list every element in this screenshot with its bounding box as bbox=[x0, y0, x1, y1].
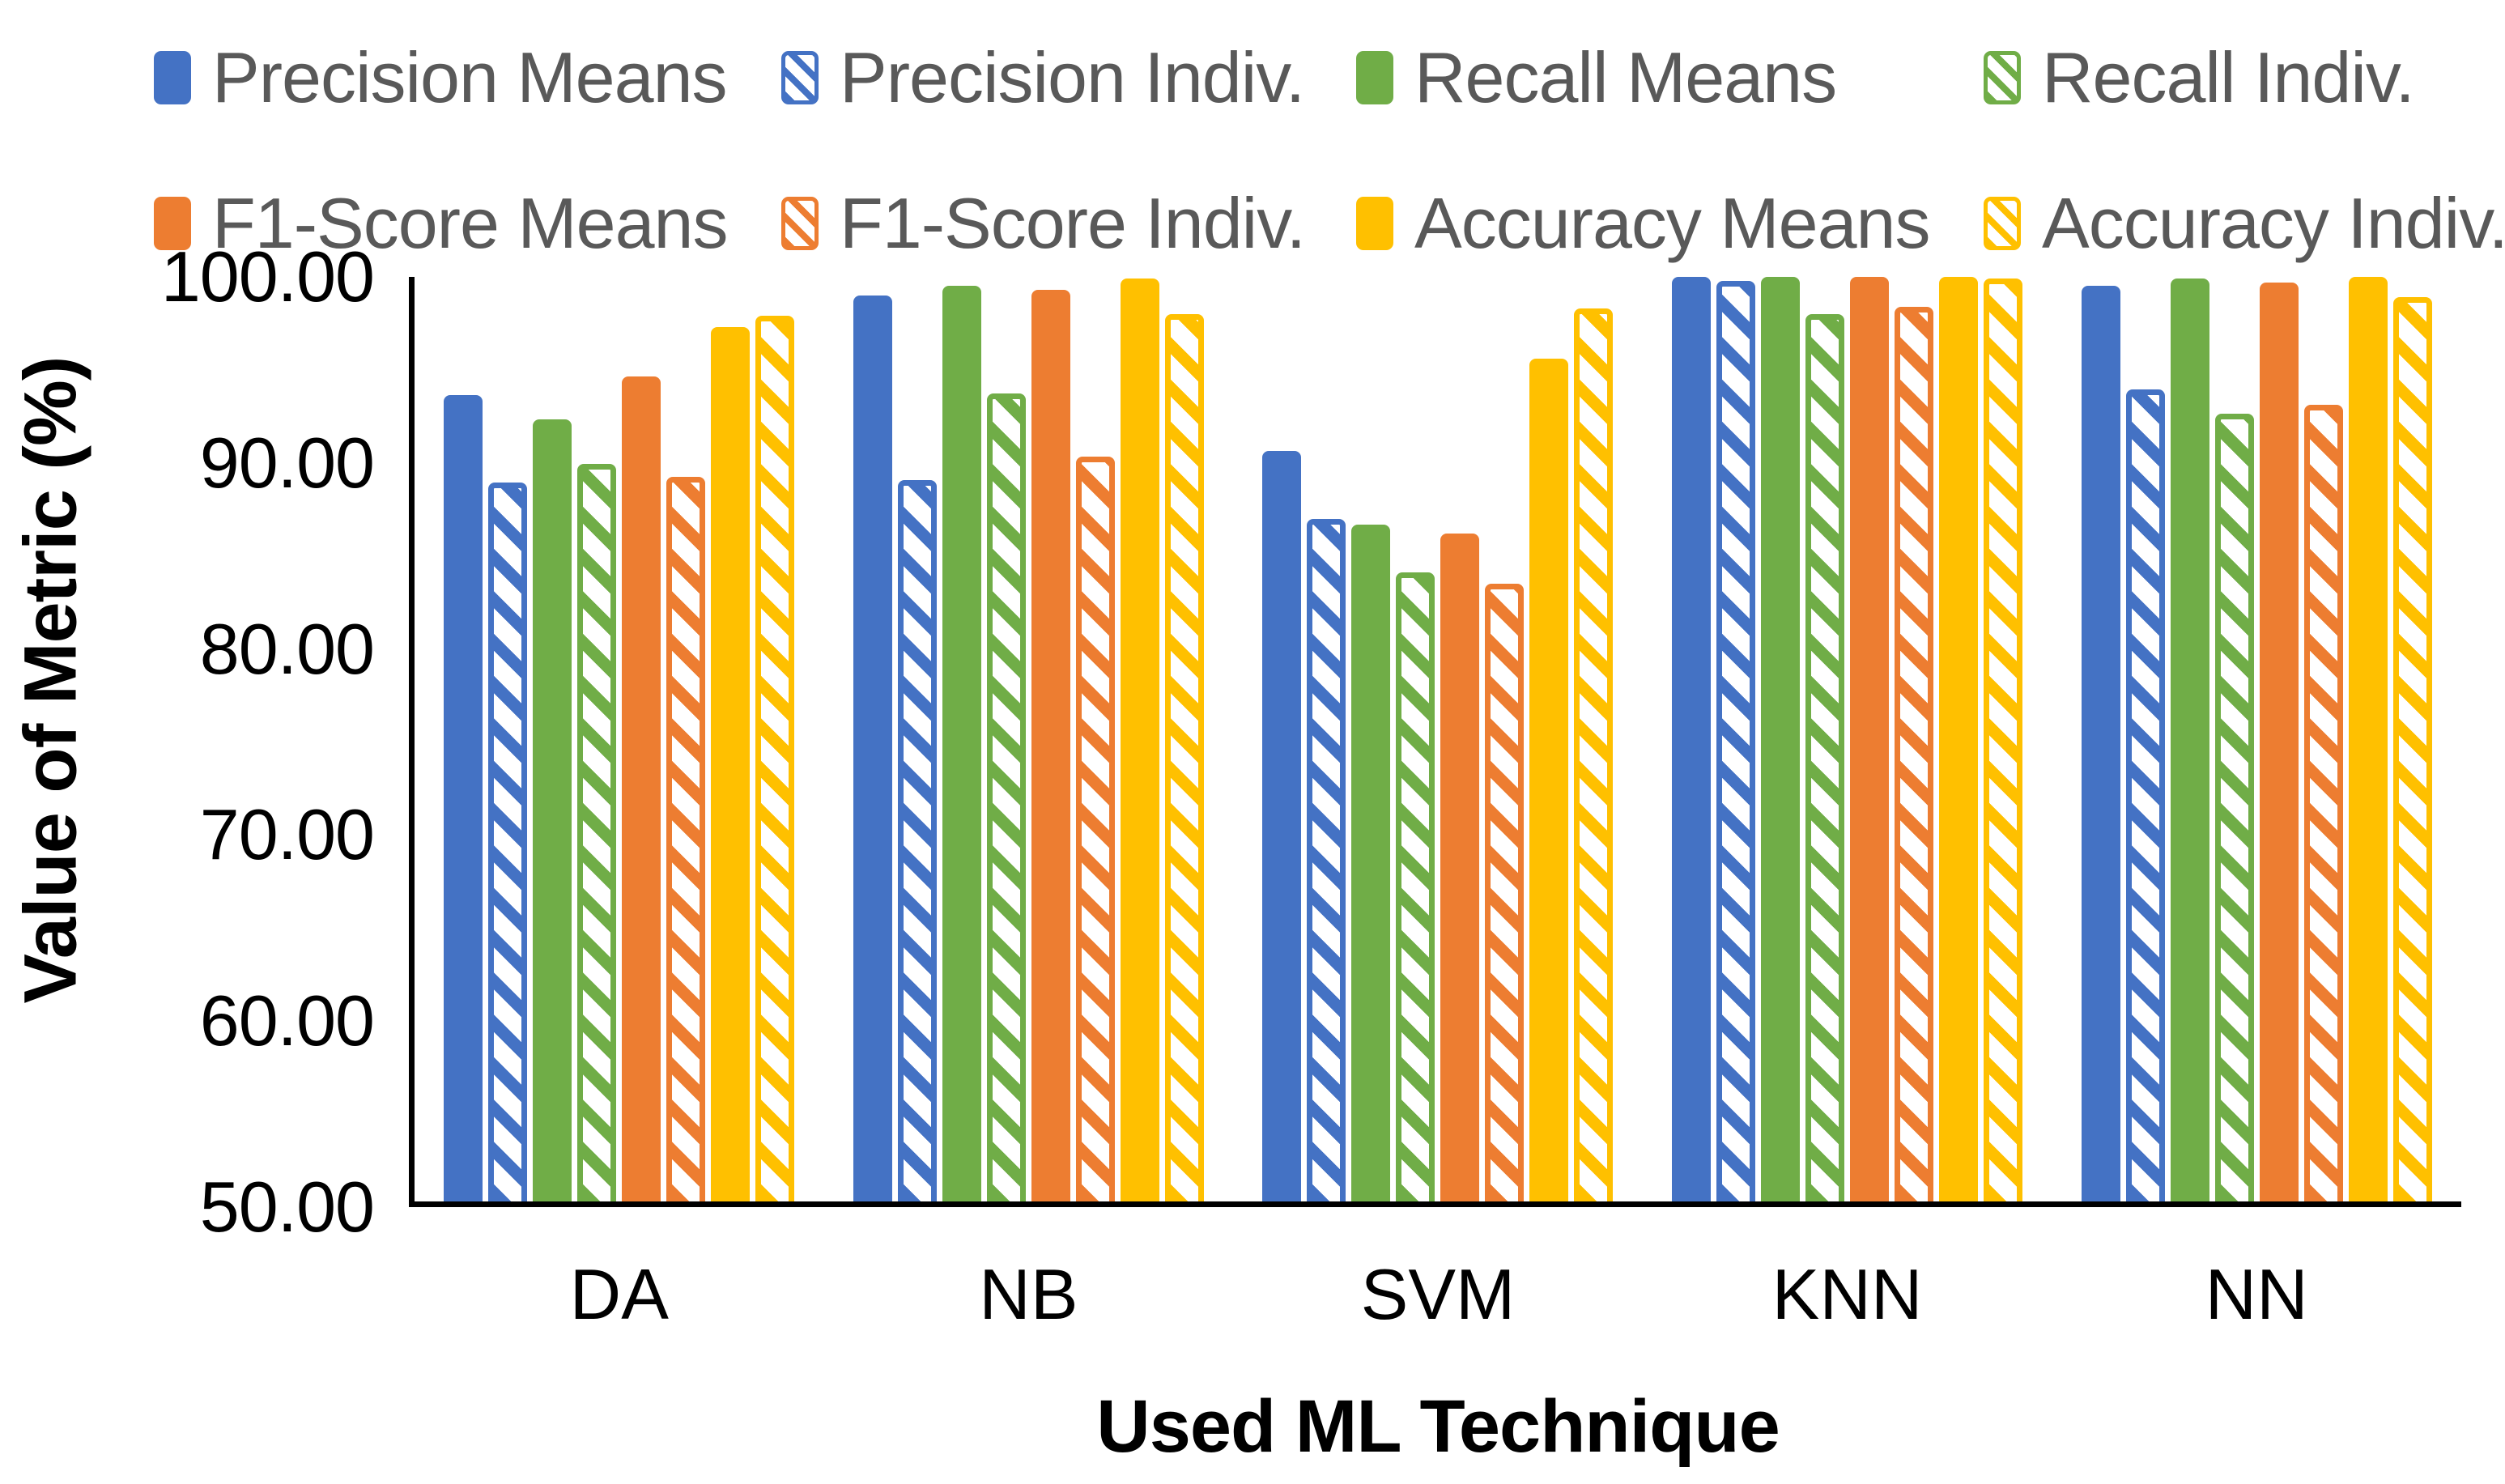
bar-svm-accuracy-means bbox=[1529, 358, 1569, 1201]
legend-swatch-icon bbox=[1356, 51, 1393, 104]
bar-nb-recall-indiv bbox=[986, 393, 1026, 1201]
bar-nn-recall-means bbox=[2170, 279, 2209, 1201]
bar-nb-accuracy-means bbox=[1120, 279, 1159, 1201]
x-axis-title: Used ML Technique bbox=[1096, 1385, 1780, 1468]
bar-group-nb bbox=[824, 277, 1234, 1201]
bar-group-svm bbox=[1233, 277, 1643, 1201]
y-tick-label: 90.00 bbox=[199, 422, 375, 503]
y-tick-label: 50.00 bbox=[199, 1167, 375, 1247]
legend-swatch-icon bbox=[1356, 197, 1393, 250]
legend-label: Accuracy Indiv. bbox=[2042, 183, 2505, 263]
x-category-label-nb: NB bbox=[979, 1254, 1078, 1334]
bar-nb-precision-indiv bbox=[897, 480, 937, 1201]
bar-group-knn bbox=[1643, 277, 2052, 1201]
bar-knn-f1-score-indiv bbox=[1895, 306, 1934, 1201]
legend-item-recall-indiv: Recall Indiv. bbox=[1984, 42, 2505, 113]
legend-item-f1-score-indiv: F1-Score Indiv. bbox=[781, 188, 1356, 259]
bar-da-precision-means bbox=[444, 395, 483, 1201]
bar-knn-recall-means bbox=[1761, 277, 1801, 1201]
legend-label: F1-Score Means bbox=[212, 183, 728, 263]
legend-label: Precision Indiv. bbox=[840, 37, 1305, 117]
legend-swatch-icon bbox=[154, 51, 191, 104]
bar-da-recall-means bbox=[533, 419, 572, 1201]
legend-swatch-icon bbox=[154, 197, 191, 250]
legend-swatch-icon bbox=[1984, 197, 2021, 250]
bar-svm-accuracy-indiv bbox=[1574, 308, 1614, 1201]
bar-nn-precision-means bbox=[2081, 286, 2120, 1201]
legend-swatch-icon bbox=[1984, 51, 2021, 104]
bar-nb-recall-means bbox=[942, 286, 981, 1201]
bar-da-accuracy-means bbox=[711, 326, 751, 1201]
legend-item-accuracy-indiv: Accuracy Indiv. bbox=[1984, 188, 2505, 259]
bar-nn-recall-indiv bbox=[2214, 414, 2254, 1201]
legend-swatch-icon bbox=[781, 197, 819, 250]
bar-knn-precision-means bbox=[1672, 277, 1712, 1201]
bar-nb-precision-means bbox=[853, 295, 892, 1201]
bar-svm-f1-score-indiv bbox=[1485, 584, 1525, 1201]
bar-knn-recall-indiv bbox=[1805, 313, 1845, 1201]
bar-nb-f1-score-means bbox=[1031, 290, 1070, 1201]
x-category-label-nn: NN bbox=[2205, 1254, 2308, 1334]
legend-label: Recall Indiv. bbox=[2042, 37, 2415, 117]
bar-knn-precision-indiv bbox=[1716, 280, 1756, 1201]
bar-nn-accuracy-indiv bbox=[2392, 297, 2432, 1201]
x-category-label-da: DA bbox=[569, 1254, 669, 1334]
bar-knn-accuracy-indiv bbox=[1984, 279, 2023, 1201]
legend-label: Precision Means bbox=[212, 37, 728, 117]
bar-svm-precision-indiv bbox=[1307, 519, 1346, 1201]
bar-svm-recall-indiv bbox=[1396, 572, 1435, 1201]
y-tick-label: 80.00 bbox=[199, 608, 375, 689]
legend-item-precision-indiv: Precision Indiv. bbox=[781, 42, 1356, 113]
bar-svm-recall-means bbox=[1351, 525, 1391, 1201]
legend-label: F1-Score Indiv. bbox=[840, 183, 1306, 263]
legend-label: Recall Means bbox=[1414, 37, 1837, 117]
x-category-label-svm: SVM bbox=[1360, 1254, 1516, 1334]
bar-group-da bbox=[415, 277, 824, 1201]
legend-swatch-icon bbox=[781, 51, 819, 104]
legend-label: Accuracy Means bbox=[1414, 183, 1930, 263]
bar-da-accuracy-indiv bbox=[755, 315, 795, 1201]
x-axis-category-labels: DA NB SVM KNN NN bbox=[415, 1259, 2461, 1330]
legend-item-recall-means: Recall Means bbox=[1356, 42, 1984, 113]
y-tick-label: 100.00 bbox=[160, 236, 375, 317]
bar-group-nn bbox=[2052, 277, 2461, 1201]
legend-item-f1-score-means: F1-Score Means bbox=[154, 188, 781, 259]
bar-nn-f1-score-means bbox=[2259, 282, 2299, 1201]
bar-nn-precision-indiv bbox=[2125, 389, 2165, 1201]
y-tick-label: 70.00 bbox=[199, 794, 375, 875]
bar-nn-f1-score-indiv bbox=[2303, 404, 2343, 1201]
legend-item-precision-means: Precision Means bbox=[154, 42, 781, 113]
plot-area bbox=[409, 277, 2461, 1207]
bar-da-f1-score-means bbox=[622, 376, 661, 1201]
x-category-label-knn: KNN bbox=[1771, 1254, 1923, 1334]
bar-da-recall-indiv bbox=[577, 463, 617, 1201]
bar-nb-f1-score-indiv bbox=[1075, 456, 1115, 1201]
y-tick-label: 60.00 bbox=[199, 980, 375, 1061]
bar-da-f1-score-indiv bbox=[666, 476, 706, 1201]
bar-knn-accuracy-means bbox=[1939, 277, 1979, 1201]
bar-svm-precision-means bbox=[1262, 450, 1302, 1201]
bar-knn-f1-score-means bbox=[1850, 277, 1890, 1201]
legend: Precision Means Precision Indiv. Recall Me… bbox=[154, 42, 2505, 259]
legend-item-accuracy-means: Accuracy Means bbox=[1356, 188, 1984, 259]
bar-svm-f1-score-means bbox=[1440, 534, 1480, 1201]
y-axis-tick-labels: 100.00 90.00 80.00 70.00 60.00 50.00 bbox=[0, 241, 375, 1243]
bar-nb-accuracy-indiv bbox=[1164, 313, 1204, 1201]
bar-nn-accuracy-means bbox=[2348, 277, 2388, 1201]
bar-da-precision-indiv bbox=[488, 482, 528, 1201]
